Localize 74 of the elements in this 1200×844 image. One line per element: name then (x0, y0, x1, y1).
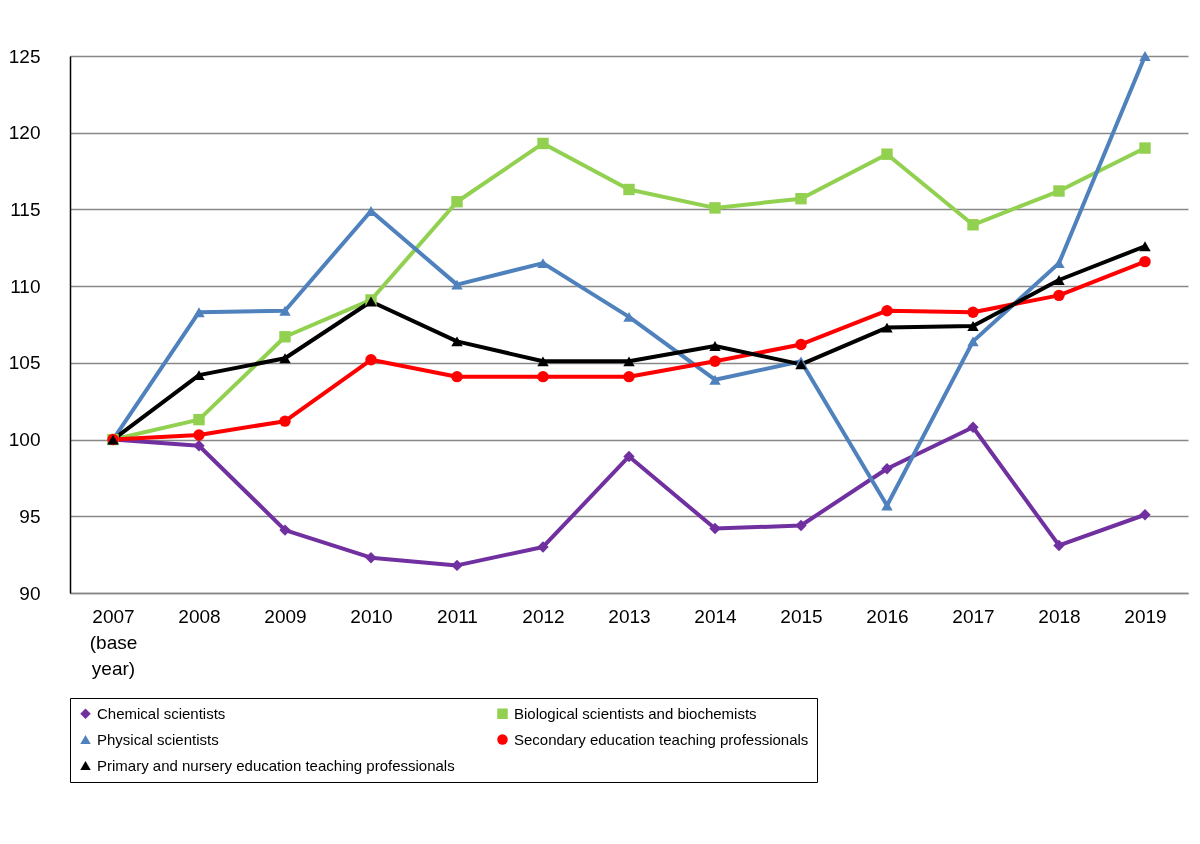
legend-label: Secondary education teaching professionals (514, 730, 809, 748)
y-tick-label: 100 (8, 429, 41, 451)
point (623, 183, 635, 196)
point (709, 374, 721, 385)
x-tick-label: 2016 (866, 605, 909, 627)
point (1139, 241, 1151, 252)
point (881, 500, 893, 511)
point (881, 148, 893, 160)
point (967, 336, 979, 347)
point (537, 356, 549, 367)
point (709, 202, 721, 214)
y-tick-label: 120 (8, 122, 41, 144)
point (623, 450, 635, 463)
point (365, 552, 377, 564)
legend-label: Chemical scientists (97, 704, 226, 722)
x-tick-label: 2010 (350, 605, 393, 627)
point (279, 305, 291, 316)
x-tick-label: 2015 (780, 605, 823, 627)
x-tick-label: 2007 (base year) (89, 605, 138, 679)
y-tick-label: 105 (8, 352, 41, 374)
x-tick-label: 2014 (694, 605, 738, 627)
point (967, 421, 979, 433)
point (623, 370, 635, 383)
point (795, 192, 807, 205)
x-tick-label: 2011 (437, 605, 478, 627)
x-tick-label: 2018 (1038, 605, 1081, 627)
point (537, 137, 549, 150)
y-tick-label: 90 (19, 582, 41, 604)
point (1139, 51, 1151, 61)
point (881, 305, 893, 317)
point (709, 355, 721, 368)
point (967, 321, 979, 331)
point (537, 541, 549, 553)
point (279, 331, 291, 343)
x-tick-label: 2012 (522, 605, 565, 627)
point (881, 463, 893, 475)
point (193, 440, 205, 452)
point (451, 336, 463, 347)
point (279, 524, 291, 536)
x-tick-label: 2017 (952, 605, 995, 627)
point (1139, 142, 1151, 154)
point (1053, 539, 1065, 552)
point (881, 322, 893, 333)
point (365, 354, 377, 366)
point (967, 219, 979, 231)
point (1139, 509, 1151, 521)
point (279, 415, 291, 427)
legend-label: Physical scientists (97, 730, 219, 748)
x-tick-label: 2009 (264, 605, 307, 627)
legend-label: Primary and nursery education teaching professionals (97, 756, 455, 774)
y-tick-label: 115 (10, 198, 41, 220)
point (451, 279, 463, 290)
point (967, 306, 979, 318)
point (451, 196, 463, 208)
point (193, 429, 205, 441)
x-tick-label: 2019 (1124, 605, 1167, 627)
point (451, 370, 463, 383)
point (795, 338, 807, 351)
point (537, 370, 549, 383)
point (193, 413, 205, 426)
y-tick-label: 110 (10, 275, 41, 297)
legend-label: Biological scientists and biochemists (514, 704, 757, 722)
x-tick-label: 2008 (178, 605, 221, 627)
point (1053, 185, 1065, 197)
y-tick-label: 125 (8, 45, 41, 67)
point (1053, 275, 1065, 285)
point (1139, 255, 1151, 268)
y-tick-label: 95 (19, 505, 41, 527)
x-tick-label: 2013 (608, 605, 651, 627)
point (1053, 289, 1065, 302)
point (709, 341, 721, 351)
point (193, 307, 205, 318)
point (623, 356, 635, 367)
point (279, 353, 291, 364)
